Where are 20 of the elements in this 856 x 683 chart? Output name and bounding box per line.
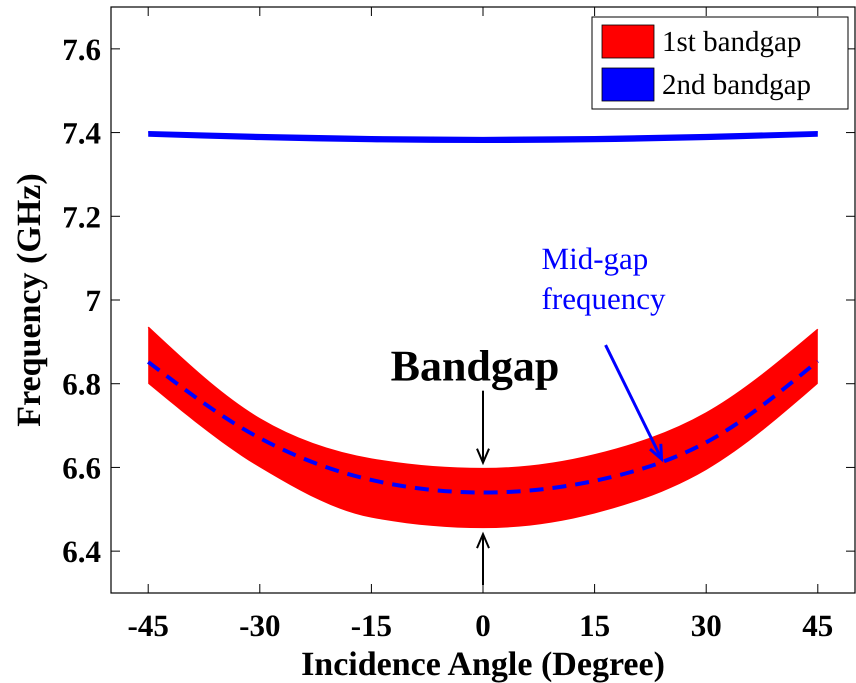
y-tick-label: 7.4 — [62, 116, 101, 151]
legend-label: 2nd bandgap — [662, 69, 811, 101]
y-tick-label: 6.6 — [62, 450, 101, 486]
y-tick-label: 7.2 — [62, 199, 101, 234]
x-tick-label: 0 — [475, 608, 491, 643]
legend-label: 1st bandgap — [662, 26, 802, 58]
x-axis-title: Incidence Angle (Degree) — [301, 646, 665, 683]
y-tick-label: 7.6 — [62, 32, 101, 67]
y-tick-label: 7 — [86, 283, 101, 318]
x-tick-label: 45 — [802, 608, 834, 643]
x-tick-label: 15 — [579, 608, 610, 643]
x-tick-label: -30 — [239, 608, 280, 643]
annotation: Mid-gap frequency — [542, 241, 666, 316]
y-tick-label: 6.4 — [62, 534, 101, 570]
y-axis-title: Frequency (GHz) — [11, 173, 48, 427]
y-tick-label: 6.8 — [62, 366, 101, 402]
x-tick-label: -15 — [350, 608, 392, 643]
x-tick-label: -45 — [128, 608, 169, 643]
x-tick-label: 30 — [690, 608, 722, 643]
annotation: Bandgap — [390, 342, 560, 391]
